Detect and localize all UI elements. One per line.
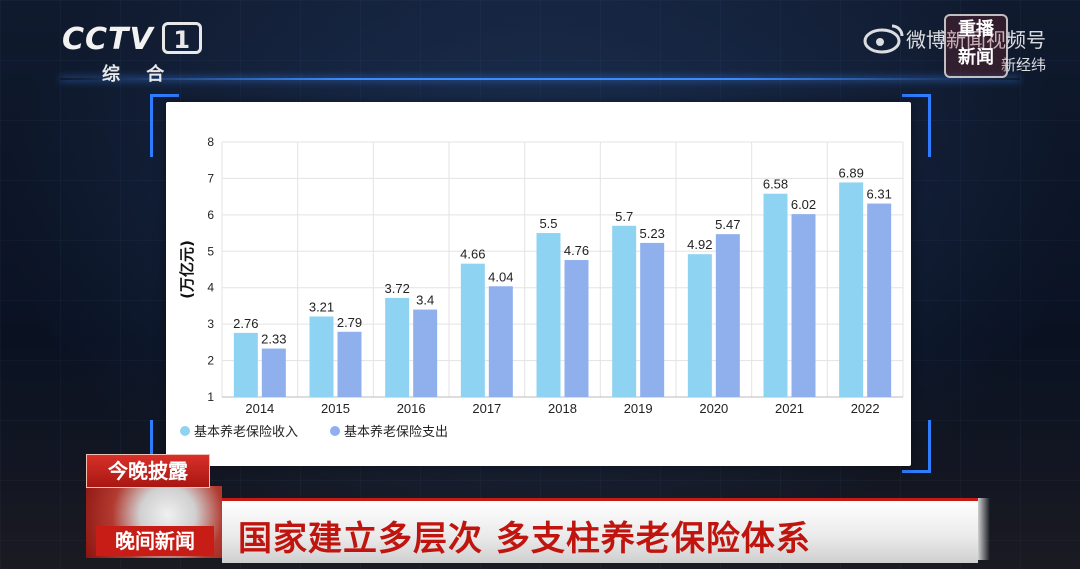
bar-expense bbox=[261, 348, 286, 397]
frame-corner-bottom-right bbox=[902, 420, 931, 473]
y-tick-label: 4 bbox=[207, 281, 214, 295]
legend-swatch-income bbox=[180, 426, 190, 436]
bar-expense bbox=[488, 286, 513, 397]
x-tick-label: 2019 bbox=[624, 401, 653, 416]
bar-income bbox=[839, 182, 864, 397]
data-label: 6.58 bbox=[763, 177, 788, 192]
program-tag: 晚间新闻 bbox=[96, 526, 214, 556]
data-label: 5.47 bbox=[715, 217, 740, 232]
y-tick-label: 3 bbox=[207, 317, 214, 331]
bar-expense bbox=[337, 331, 362, 397]
y-axis-label: (万亿元) bbox=[178, 240, 196, 299]
channel-logo: CCTV 1 综 合 bbox=[62, 22, 202, 85]
y-tick-label: 5 bbox=[207, 244, 214, 258]
bar-chart: 1 2 3 4 5 6 7 8 (万亿元) 2.762.33 2014 3.212.79 2015 3.7… bbox=[178, 135, 904, 440]
y-tick-label: 6 bbox=[207, 208, 214, 222]
chart-panel: 1 2 3 4 5 6 7 8 (万亿元) 2.76 2.33 2014 3.21 2.79 2015 3.7… bbox=[166, 102, 911, 466]
bar-income bbox=[612, 225, 637, 397]
x-tick-label: 2021 bbox=[775, 401, 804, 416]
data-label: 3.21 bbox=[309, 299, 334, 314]
weibo-icon bbox=[863, 24, 904, 54]
legend-label-expense: 基本养老保险支出 bbox=[344, 424, 448, 440]
data-label: 3.72 bbox=[385, 281, 410, 296]
data-label: 2.79 bbox=[337, 315, 362, 330]
legend-swatch-expense bbox=[330, 426, 340, 436]
data-label: 4.92 bbox=[687, 237, 712, 252]
data-label: 6.31 bbox=[867, 187, 892, 202]
bar-income bbox=[385, 297, 410, 397]
bar-income bbox=[460, 263, 485, 397]
data-label: 6.89 bbox=[839, 165, 864, 180]
x-tick-label: 2018 bbox=[548, 401, 577, 416]
bar-expense bbox=[715, 234, 740, 397]
bar-expense bbox=[640, 242, 665, 397]
bar-income bbox=[763, 193, 788, 397]
bar-income bbox=[536, 233, 561, 397]
data-label: 3.4 bbox=[416, 293, 434, 308]
headline-bar: 国家建立多层次 多支柱养老保险体系 bbox=[222, 498, 978, 563]
bar-expense bbox=[564, 260, 589, 397]
frame-corner-top-left bbox=[150, 94, 179, 157]
y-tick-label: 2 bbox=[207, 354, 214, 368]
channel-name: 综 合 bbox=[102, 64, 175, 85]
data-label: 4.76 bbox=[564, 243, 589, 258]
x-tick-label: 2020 bbox=[699, 401, 728, 416]
bar-expense bbox=[791, 214, 816, 397]
bar-income bbox=[233, 332, 258, 397]
bar-expense bbox=[413, 309, 438, 397]
headline-bar-tail bbox=[978, 498, 990, 560]
bar-income bbox=[309, 316, 334, 397]
data-label: 2.33 bbox=[261, 332, 286, 347]
x-tick-label: 2017 bbox=[472, 401, 501, 416]
glow-line bbox=[60, 78, 1020, 80]
headline: 国家建立多层次 多支柱养老保险体系 bbox=[238, 519, 811, 559]
channel-logo-text: CCTV bbox=[62, 22, 154, 57]
x-tick-label: 2015 bbox=[321, 401, 350, 416]
y-tick-label: 8 bbox=[207, 135, 214, 149]
watermark-subtext: 新经纬 bbox=[1000, 56, 1046, 74]
y-tick-label: 7 bbox=[207, 171, 214, 185]
replay-news-badge: 重播 新闻 bbox=[944, 14, 1008, 78]
x-tick-label: 2022 bbox=[851, 401, 880, 416]
data-label: 5.5 bbox=[539, 216, 557, 231]
legend-label-income: 基本养老保险收入 bbox=[194, 424, 298, 440]
data-label: 4.66 bbox=[460, 247, 485, 262]
data-label: 5.23 bbox=[640, 226, 665, 241]
data-label: 5.7 bbox=[615, 209, 633, 224]
tonight-tag: 今晚披露 bbox=[86, 454, 210, 488]
frame-corner-top-right bbox=[902, 94, 931, 157]
x-tick-label: 2016 bbox=[397, 401, 426, 416]
bar-income bbox=[687, 254, 712, 397]
bar-expense bbox=[867, 203, 892, 397]
channel-number-badge: 1 bbox=[161, 22, 202, 54]
watermark-text: 微博新闻视频号 bbox=[906, 28, 1046, 52]
y-tick-label: 1 bbox=[207, 390, 214, 404]
data-label: 4.04 bbox=[488, 269, 513, 284]
x-tick-label: 2014 bbox=[245, 401, 274, 416]
data-label: 2.76 bbox=[233, 316, 258, 331]
data-label: 6.02 bbox=[791, 197, 816, 212]
